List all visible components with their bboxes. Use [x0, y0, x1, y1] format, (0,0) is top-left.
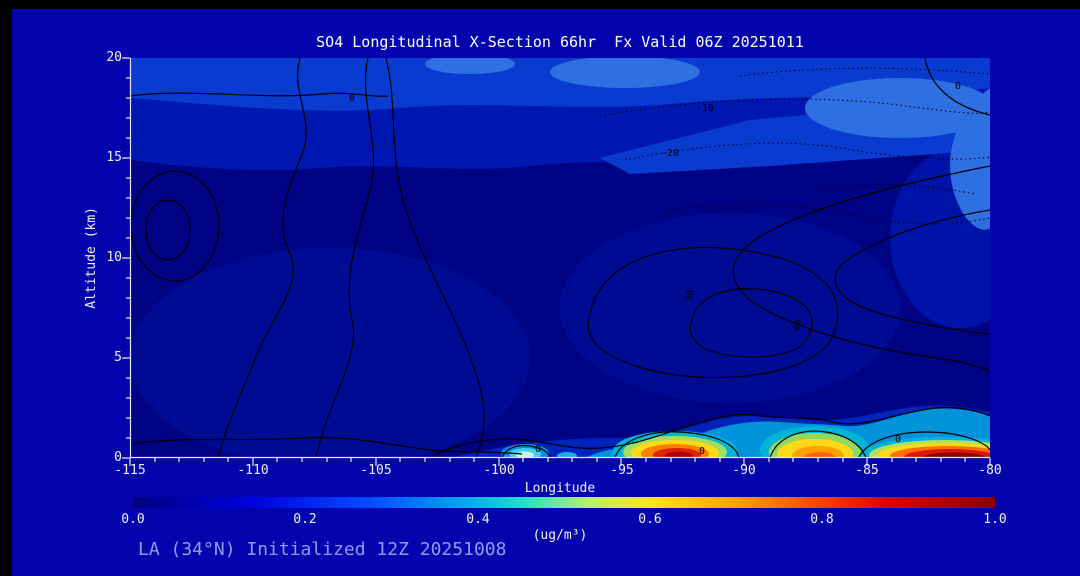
- contour-path-dashed: [669, 204, 990, 225]
- filled-region: [130, 248, 530, 458]
- contour-path: [501, 444, 552, 458]
- colorbar-tick-label: 1.0: [983, 512, 1007, 527]
- y-minor-ticks: [126, 77, 130, 439]
- contour-plot: 0 -10 -20 0 30 40 0 0 0: [122, 57, 991, 466]
- x-tick-label: -80: [978, 463, 1002, 478]
- contour-path: [587, 247, 839, 379]
- y-tick-label: 5: [114, 350, 122, 365]
- filled-region: [557, 452, 577, 458]
- contour-label: -20: [661, 148, 679, 159]
- contour-label: 0: [349, 93, 355, 104]
- filled-contours: [130, 58, 990, 458]
- x-major-ticks: [129, 458, 991, 466]
- colorbar-units-label: (ug/m³): [532, 528, 588, 543]
- colorbar-tick-label: 0.0: [121, 512, 145, 527]
- x-tick-label: -100: [483, 463, 515, 478]
- y-tick-label: 15: [106, 150, 122, 165]
- colorbar-tick-label: 0.2: [293, 512, 317, 527]
- contour-path-dashed: [624, 142, 990, 161]
- initialization-caption: LA (34°N) Initialized 12Z 20251008: [138, 539, 507, 560]
- filled-region: [130, 58, 990, 111]
- colorbar-tick-label: 0.8: [810, 512, 834, 527]
- colorbar-tick-label: 0.4: [466, 512, 490, 527]
- x-tick-label: -115: [114, 463, 146, 478]
- contour-path: [689, 288, 813, 358]
- contour-labels: 0 -10 -20 0 30 40 0 0 0: [349, 81, 961, 457]
- contour-label: -10: [696, 103, 714, 114]
- contour-label: 0: [535, 444, 541, 455]
- filled-region: [922, 452, 986, 458]
- y-tick-label: 20: [106, 50, 122, 65]
- dashed-contour-lines: [599, 67, 990, 225]
- contour-path: [769, 430, 867, 458]
- contour-path: [145, 199, 191, 261]
- contour-path: [385, 58, 485, 458]
- x-tick-label: -95: [610, 463, 634, 478]
- y-tick-label: 0: [114, 450, 122, 465]
- contour-path: [857, 431, 990, 458]
- axis-ticks: [122, 57, 991, 466]
- contour-path: [315, 58, 374, 458]
- x-tick-label: -85: [855, 463, 879, 478]
- y-major-ticks: [122, 57, 130, 459]
- contour-path: [217, 58, 307, 458]
- colorbar-tick-label: 0.6: [638, 512, 662, 527]
- contour-label: 30: [683, 289, 697, 304]
- x-axis-label: Longitude: [524, 481, 596, 496]
- contour-path: [732, 165, 990, 372]
- x-tick-label: -105: [360, 463, 392, 478]
- chart-title: SO4 Longitudinal X-Section 66hr Fx Valid…: [316, 33, 804, 51]
- y-tick-label: 10: [106, 250, 122, 265]
- contour-path: [614, 431, 740, 458]
- filled-region: [550, 58, 700, 88]
- contour-lines: [130, 58, 990, 458]
- contour-label: 0: [699, 446, 705, 457]
- contour-path: [130, 436, 523, 455]
- contour-label: 40: [791, 318, 807, 334]
- contour-path: [924, 58, 990, 116]
- filled-region: [425, 58, 515, 74]
- x-tick-label: -110: [237, 463, 269, 478]
- axis-spines: [129, 58, 990, 459]
- contour-path-dashed: [599, 98, 990, 117]
- filled-region: [560, 213, 900, 403]
- contour-path: [834, 209, 990, 335]
- colorbar: [133, 497, 995, 508]
- contour-path: [130, 92, 389, 97]
- x-minor-ticks: [154, 458, 966, 462]
- contour-label: 0: [955, 81, 961, 92]
- contour-label: 0: [895, 434, 901, 445]
- filled-region: [516, 451, 534, 458]
- filled-region: [804, 452, 836, 458]
- x-tick-label: -90: [732, 463, 756, 478]
- filled-region: [665, 451, 693, 458]
- contour-path: [429, 406, 990, 458]
